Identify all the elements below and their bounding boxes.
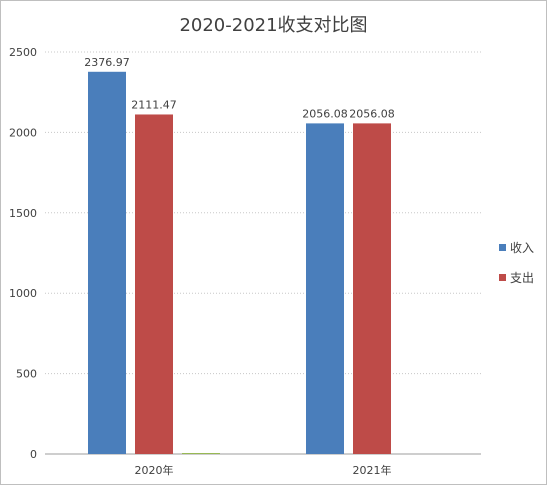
data-label: 2056.08: [349, 107, 395, 120]
legend-item-expense: 支出: [499, 269, 534, 285]
data-label: 2056.08: [302, 107, 348, 120]
chart-title: 2020-2021收支对比图: [179, 15, 368, 36]
legend-item-income: 收入: [499, 239, 534, 255]
bar: [182, 453, 220, 454]
bar: [88, 71, 126, 454]
bar: [353, 123, 391, 455]
x-tick-label: 2021年: [353, 463, 392, 477]
y-tick-label: 1500: [9, 207, 37, 220]
y-tick-label: 2000: [9, 126, 37, 139]
y-tick-label: 1000: [9, 287, 37, 300]
legend-label-expense: 支出: [510, 270, 535, 285]
y-tick-label: 0: [30, 448, 37, 461]
legend-swatch-expense: [499, 273, 506, 281]
chart-legend: 收入 支出: [499, 239, 534, 299]
y-tick-label: 500: [16, 368, 37, 381]
bar: [306, 123, 344, 455]
legend-swatch-income: [499, 243, 506, 251]
legend-label-income: 收入: [510, 240, 535, 255]
y-tick-label: 2500: [9, 46, 37, 59]
bar: [135, 114, 173, 455]
data-label: 2376.97: [84, 56, 130, 69]
x-tick-label: 2020年: [135, 463, 174, 477]
data-label: 2111.47: [131, 98, 177, 111]
